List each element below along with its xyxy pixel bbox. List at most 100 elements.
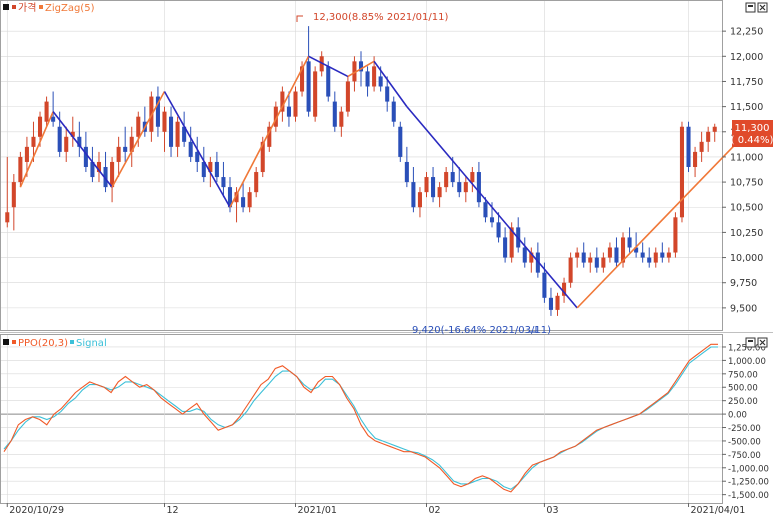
candle: [221, 161, 226, 198]
candle: [634, 232, 639, 258]
candle: [463, 177, 468, 203]
ppo-y-tick-label: 250.00: [728, 397, 758, 407]
candle: [142, 106, 147, 137]
price-badge: 11,300 ( 0.44%): [731, 120, 773, 147]
signal-line: [3, 346, 718, 490]
ppo-panel-buttons: [745, 337, 768, 348]
legend-marker-icon: [3, 339, 9, 345]
legend-label-price: 가격: [18, 1, 36, 14]
candle: [660, 242, 665, 263]
candle: [254, 166, 259, 198]
maximize-icon[interactable]: [745, 2, 756, 13]
ppo-y-tick-label: -250.00: [728, 424, 761, 434]
legend-label-zigzag: ZigZag(5): [45, 3, 95, 14]
candle: [77, 121, 82, 157]
ppo-line: [3, 343, 718, 493]
price-y-tick-label: 10,000: [730, 253, 763, 264]
candle: [594, 247, 599, 273]
candle: [562, 277, 567, 303]
zigzag-segment: [52, 111, 113, 188]
price-grid: [1, 1, 722, 330]
low-annotation-text: 9,420(-16.64% 2021/03/11): [412, 325, 551, 336]
maximize-icon[interactable]: [745, 337, 756, 348]
candle: [679, 121, 685, 223]
close-icon[interactable]: [757, 337, 768, 348]
candle: [201, 146, 206, 183]
candle: [116, 136, 121, 178]
legend-label-signal: Signal: [76, 338, 107, 349]
candle: [365, 66, 370, 97]
candle: [496, 212, 501, 243]
x-axis: 2020/10/29 12 2021/01 02 03 2021/04/01: [6, 503, 745, 516]
candle: [424, 172, 429, 198]
price-y-tick-label: 12,000: [730, 52, 763, 63]
ppo-y-tick-label: -750.00: [728, 451, 761, 461]
candle: [607, 242, 612, 263]
zigzag-segment: [19, 111, 54, 188]
price-y-tick-label: 12,250: [730, 27, 763, 38]
candle: [155, 86, 160, 137]
candle: [417, 187, 422, 218]
x-tick-label: 12: [166, 505, 178, 516]
ppo-y-tick-label: 750.00: [728, 370, 758, 380]
candle: [273, 101, 278, 132]
ppo-grid: [1, 335, 722, 503]
candle: [470, 166, 475, 193]
candle: [588, 252, 593, 273]
price-y-tick-label: 11,750: [730, 77, 763, 88]
zigzag-segment: [373, 60, 408, 108]
candle: [175, 116, 180, 157]
candle: [326, 61, 331, 102]
candle: [280, 86, 285, 122]
candle: [666, 247, 671, 263]
ppo-y-tick-label: 0.00: [728, 411, 747, 421]
candle: [529, 247, 534, 273]
candle: [129, 126, 134, 167]
legend-swatch-zigzag: [39, 5, 43, 9]
candle: [444, 166, 449, 193]
candle: [548, 287, 553, 316]
legend-swatch-ppo: [12, 340, 16, 344]
candle: [509, 222, 514, 263]
candle: [391, 96, 396, 127]
candle: [123, 126, 128, 162]
candle: [18, 151, 23, 188]
candle: [90, 146, 95, 183]
candle: [640, 242, 645, 263]
candle: [188, 126, 193, 162]
ppo-y-tick-label: -1,500.00: [728, 491, 769, 501]
candle: [5, 156, 10, 228]
close-icon[interactable]: [757, 2, 768, 13]
ppo-y-tick-label: -500.00: [728, 437, 761, 447]
ppo-y-tick-label: 1,000.00: [728, 357, 766, 367]
price-badge-bg: [732, 120, 773, 147]
candle: [110, 156, 115, 203]
candle: [103, 151, 108, 193]
candle: [195, 136, 200, 173]
candle: [581, 242, 586, 268]
high-annotation-text: 12,300(8.85% 2021/01/11): [313, 12, 448, 23]
candle: [706, 126, 711, 152]
candle: [693, 146, 698, 178]
candle: [214, 151, 219, 183]
x-tick-label: 2020/10/29: [9, 505, 64, 516]
candle: [11, 174, 16, 231]
low-annotation: 9,420(-16.64% 2021/03/11): [412, 325, 551, 336]
price-y-tick-label: 10,250: [730, 228, 763, 239]
candle: [70, 116, 75, 147]
price-badge-change: ( 0.44%): [731, 135, 773, 146]
x-tick-label: 02: [429, 505, 441, 516]
high-annotation-arrow-icon: [296, 15, 303, 22]
candle: [64, 126, 69, 162]
candle: [503, 227, 508, 263]
candle: [398, 121, 403, 162]
candle: [483, 197, 488, 223]
legend-label-ppo: PPO(20,3): [18, 338, 68, 349]
high-annotation: 12,300(8.85% 2021/01/11): [296, 12, 448, 23]
price-y-tick-label: 9,750: [730, 278, 757, 289]
zigzag-segment: [308, 55, 349, 78]
zigzag-segment: [163, 91, 231, 208]
legend-marker-icon: [3, 4, 9, 10]
candle: [247, 187, 252, 213]
